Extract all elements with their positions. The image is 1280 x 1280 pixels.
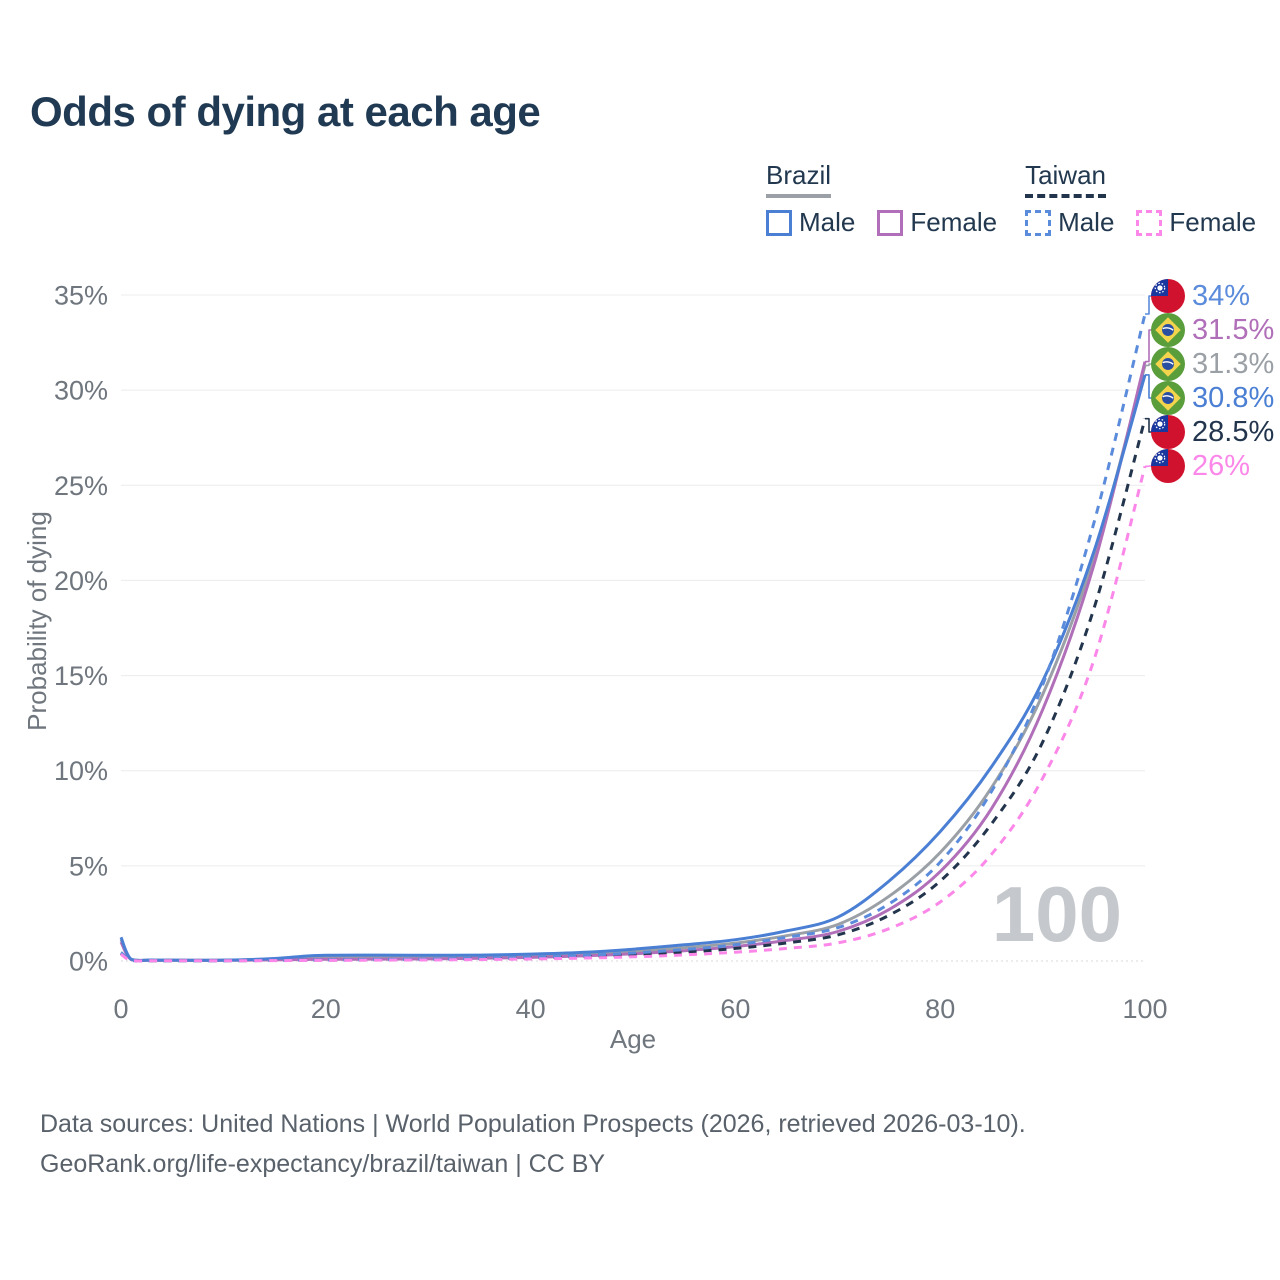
y-tick-25%: 25% (54, 471, 108, 501)
x-axis-title: Age (610, 1024, 656, 1054)
end-label-brazil-total: 31.3% (1151, 347, 1274, 381)
end-label-value: 30.8% (1192, 381, 1275, 414)
legend-swatch-icon (877, 209, 904, 236)
x-tick-80: 80 (925, 994, 955, 1024)
y-tick-10%: 10% (54, 756, 108, 786)
hover-age-watermark: 100 (992, 870, 1122, 958)
y-tick-15%: 15% (54, 661, 108, 691)
data-series (119, 313, 1147, 963)
legend-country-label-brazil: Brazil (766, 160, 832, 198)
gridlines (121, 294, 1145, 962)
legend-item-taiwan-male[interactable]: Male (1025, 207, 1114, 238)
axis-tick-labels: 35% 30% 25% 20% 15% 10% 5% 0%0 20 40 60 80 100 (54, 281, 1168, 1025)
legend-items: Male Female (766, 207, 997, 238)
legend-swatch-icon (1136, 209, 1163, 236)
y-tick-5%: 5% (69, 851, 108, 881)
legend-item-taiwan-female[interactable]: Female (1136, 207, 1256, 238)
y-tick-20%: 20% (54, 566, 108, 596)
series-line-taiwan-male (119, 313, 1147, 963)
footer-attribution-line: GeoRank.org/life-expectancy/brazil/taiwa… (40, 1150, 606, 1178)
legend-item-label: Female (910, 207, 998, 237)
end-label-taiwan-female: 26% (1151, 449, 1250, 483)
legend-item-label: Male (799, 207, 856, 237)
taiwan-flag-icon (1151, 279, 1185, 313)
y-axis-title: Probability of dying (22, 511, 52, 731)
y-tick-30%: 30% (54, 376, 108, 406)
brazil-flag-icon (1151, 347, 1185, 381)
brazil-flag-icon (1151, 313, 1185, 347)
page-title: Odds of dying at each age (30, 88, 541, 135)
legend-group-taiwan: Taiwan Male Female (1025, 160, 1256, 238)
series-line-taiwan-female (120, 465, 1147, 963)
x-tick-40: 40 (516, 994, 546, 1024)
legend-group-brazil: Brazil Male Female (766, 160, 997, 238)
legend-country-label-taiwan: Taiwan (1025, 160, 1106, 198)
x-tick-20: 20 (311, 994, 341, 1024)
brazil-flag-icon (1151, 381, 1185, 415)
y-tick-0%: 0% (69, 947, 108, 977)
end-label-value: 31.3% (1192, 347, 1275, 380)
legend-item-label: Male (1058, 207, 1115, 237)
footer: Data sources: United Nations | World Pop… (40, 1104, 1026, 1184)
x-tick-60: 60 (720, 994, 750, 1024)
legend-item-label: Female (1169, 207, 1257, 237)
legend-swatch-icon (766, 209, 792, 236)
end-label-value: 34% (1192, 279, 1251, 312)
end-label-value: 28.5% (1192, 415, 1275, 448)
footer-source-line: Data sources: United Nations | World Pop… (40, 1110, 1026, 1138)
x-tick-0: 0 (113, 994, 128, 1024)
end-label-taiwan-total: 28.5% (1151, 415, 1274, 449)
y-tick-35%: 35% (54, 281, 108, 311)
legend: Brazil Male Female Taiwan Male Female (766, 160, 1256, 238)
legend-item-brazil-female[interactable]: Female (877, 207, 997, 238)
legend-swatch-icon (1025, 209, 1052, 236)
end-label-brazil-male: 30.8% (1151, 381, 1274, 415)
taiwan-flag-icon (1151, 415, 1185, 449)
legend-item-brazil-male[interactable]: Male (766, 207, 855, 238)
taiwan-flag-icon (1151, 449, 1185, 483)
line-chart[interactable]: 100 35% 30% 25% 20% 15% 10% 5% 0%0 20 40 60 80 100 P… (0, 0, 1280, 1080)
end-label-taiwan-male: 34% (1151, 279, 1250, 313)
legend-items: Male Female (1025, 207, 1256, 238)
end-label-value: 31.5% (1192, 313, 1275, 346)
end-label-brazil-female: 31.5% (1151, 313, 1274, 347)
end-label-value: 26% (1192, 449, 1251, 482)
x-tick-100: 100 (1122, 994, 1167, 1024)
series-line-brazil-male (119, 374, 1147, 962)
